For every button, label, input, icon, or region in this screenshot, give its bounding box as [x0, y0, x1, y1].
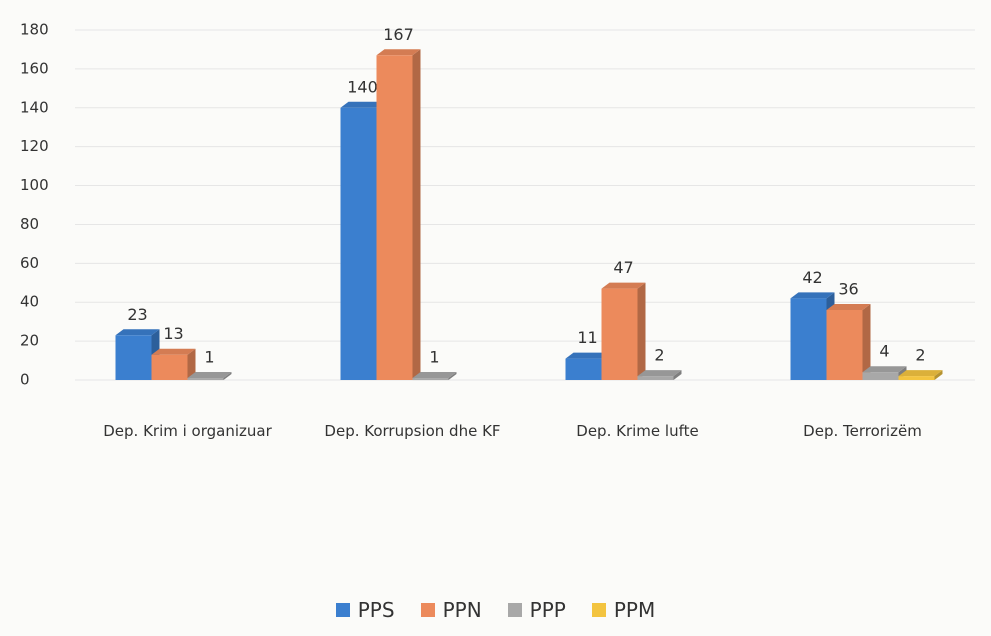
legend-label: PPN [442, 598, 482, 622]
bar [565, 358, 602, 380]
bar-side [187, 348, 196, 380]
y-tick-label: 80 [20, 215, 39, 233]
bar-top [565, 352, 610, 359]
legend: PPS PPN PPP PPM [0, 598, 991, 622]
y-tick-label: 120 [20, 137, 49, 155]
data-label: 2 [654, 346, 664, 365]
legend-label: PPP [529, 598, 566, 622]
data-label: 4 [879, 342, 889, 361]
bar [187, 378, 224, 381]
bar-group [601, 282, 646, 380]
y-tick-label: 20 [20, 332, 39, 350]
bar-group [151, 348, 196, 380]
data-label: 167 [383, 25, 414, 44]
bar-top [412, 372, 457, 379]
bar-top [187, 372, 232, 379]
bar-group [790, 292, 835, 380]
data-label: 1 [204, 348, 214, 367]
legend-label: PPS [357, 598, 395, 622]
bar-top [601, 282, 646, 289]
legend-item: PPS [335, 598, 395, 622]
x-tick-label: Dep. Terrorizëm [803, 422, 922, 440]
bar [601, 288, 638, 380]
legend-swatch [591, 603, 606, 617]
data-label: 1 [429, 348, 439, 367]
bar-side [673, 370, 682, 380]
bar [637, 376, 674, 380]
data-label: 140 [347, 77, 378, 96]
legend-label: PPM [613, 598, 656, 622]
bar-side [862, 304, 871, 380]
bar [376, 55, 413, 381]
data-label: 47 [613, 258, 633, 277]
bar-top [376, 49, 421, 56]
data-label: 13 [163, 324, 183, 343]
legend-item: PPP [507, 598, 566, 622]
bar-top [826, 304, 871, 310]
data-label: 23 [127, 305, 147, 324]
bar-group [826, 304, 871, 380]
data-label: 2 [915, 346, 925, 365]
bar [151, 354, 188, 380]
data-label: 42 [802, 268, 822, 287]
bar [340, 107, 377, 381]
bar-top [898, 370, 943, 377]
bar-top [862, 366, 907, 373]
bar-top [115, 329, 160, 336]
bar-group [187, 372, 232, 381]
x-tick-label: Dep. Krime lufte [576, 422, 699, 440]
data-label: 11 [577, 328, 597, 347]
y-tick-label: 100 [20, 176, 49, 194]
bar-top [790, 292, 835, 299]
y-tick-label: 180 [20, 21, 49, 39]
y-tick-label: 160 [20, 59, 49, 77]
y-tick-label: 40 [20, 293, 39, 311]
x-tick-label: Dep. Korrupsion dhe KF [324, 422, 501, 440]
bar [115, 335, 152, 380]
bar [898, 376, 935, 380]
bar-side [448, 372, 457, 381]
bar-side [412, 49, 421, 381]
legend-swatch [420, 603, 435, 617]
y-tick-label: 140 [20, 98, 49, 116]
bar [826, 310, 863, 380]
bar-side [637, 282, 646, 380]
legend-item: PPM [591, 598, 656, 622]
bar [412, 378, 449, 381]
bar-group [898, 370, 943, 380]
bar-group [376, 49, 421, 381]
bar [862, 372, 899, 380]
bar-group [412, 372, 457, 381]
legend-item: PPN [420, 598, 482, 622]
legend-swatch [335, 603, 350, 617]
y-tick-label: 0 [20, 371, 30, 389]
bar [790, 298, 827, 380]
bar-side [934, 370, 943, 380]
bar-group [637, 370, 682, 380]
bar-side [223, 372, 232, 381]
x-tick-label: Dep. Krim i organizuar [103, 422, 272, 440]
bar-top [637, 370, 682, 377]
y-tick-label: 60 [20, 254, 39, 272]
bar-top [151, 348, 196, 355]
legend-swatch [507, 603, 522, 617]
data-label: 36 [838, 280, 858, 299]
bar-top [340, 101, 385, 108]
